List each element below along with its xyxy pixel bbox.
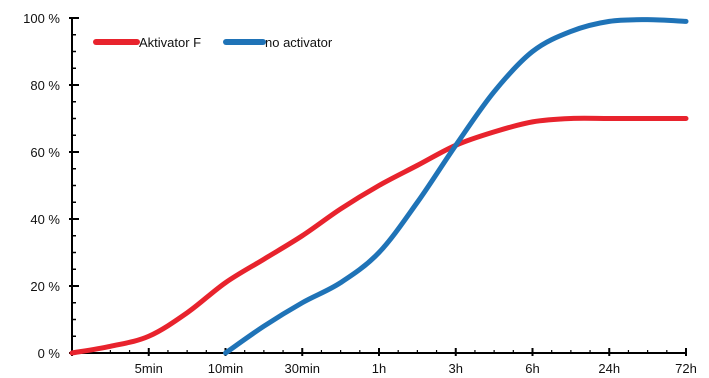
y-tick-label: 60 % <box>30 145 60 160</box>
y-tick-label: 100 % <box>23 11 60 26</box>
x-tick-label: 5min <box>135 361 163 376</box>
x-tick-label: 30min <box>285 361 320 376</box>
y-tick-label: 20 % <box>30 279 60 294</box>
series-line-no-activator <box>223 17 689 356</box>
x-tick-label: 24h <box>598 361 620 376</box>
series-line-aktivator-f <box>69 115 689 356</box>
axes: 0 % 20 % 40 % 60 % 80 % 100 % 5min 10min 30min 1h… <box>23 11 697 376</box>
y-tick-label: 80 % <box>30 78 60 93</box>
legend-label-aktivator-f: Aktivator F <box>139 35 201 50</box>
x-tick-label: 6h <box>525 361 539 376</box>
legend-label-no-activator: no activator <box>265 35 333 50</box>
x-tick-label: 72h <box>675 361 697 376</box>
x-tick-label: 3h <box>449 361 463 376</box>
legend: Aktivator F no activator <box>93 35 333 50</box>
y-tick-label: 0 % <box>38 346 61 361</box>
y-tick-label: 40 % <box>30 212 60 227</box>
x-tick-label: 1h <box>372 361 386 376</box>
x-tick-label: 10min <box>208 361 243 376</box>
